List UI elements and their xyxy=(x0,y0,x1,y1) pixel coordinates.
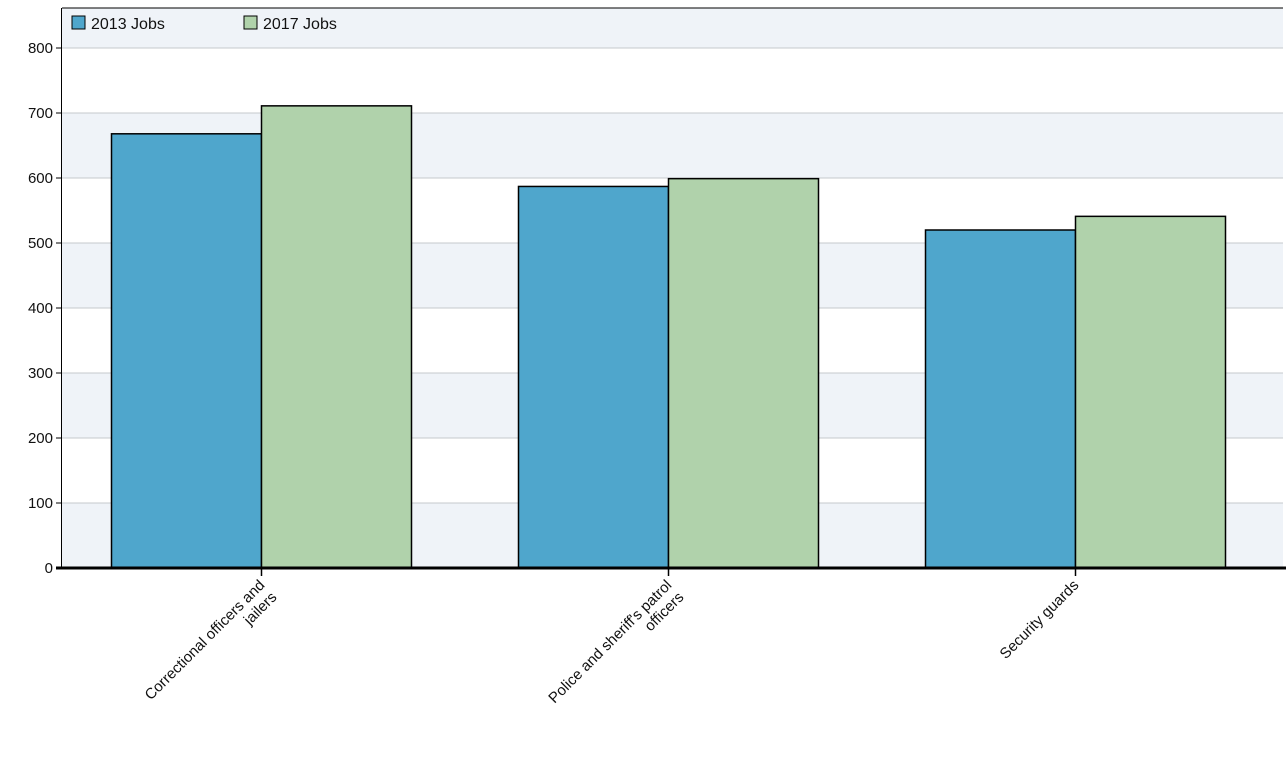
x-category-label-line: Correctional officers and xyxy=(142,577,269,704)
y-tick-label: 600 xyxy=(28,170,53,187)
y-tick-label: 300 xyxy=(28,365,53,382)
band-top xyxy=(62,8,1283,48)
bar xyxy=(517,185,670,569)
y-tick-label: 500 xyxy=(28,235,53,252)
legend-swatch xyxy=(71,15,86,30)
y-tick-label: 400 xyxy=(28,300,53,317)
bars xyxy=(110,105,1227,569)
y-tick-label: 700 xyxy=(28,105,53,122)
x-category-label-line: Security guards xyxy=(997,577,1083,663)
bar xyxy=(110,133,263,569)
bar xyxy=(260,105,413,569)
bar xyxy=(1074,215,1227,569)
bar xyxy=(924,229,1077,569)
legend-label: 2013 Jobs xyxy=(91,16,165,33)
y-axis-ticks: 0 100 200 300 400 500 600 700 800 xyxy=(28,40,62,577)
x-category-label: Security guards xyxy=(997,577,1083,663)
legend-label: 2017 Jobs xyxy=(263,16,337,33)
band xyxy=(62,48,1283,113)
legend: 2013 Jobs 2017 Jobs xyxy=(71,15,337,33)
y-tick-label: 100 xyxy=(28,495,53,512)
legend-swatch xyxy=(243,15,258,30)
y-tick-label: 200 xyxy=(28,430,53,447)
y-tick-label: 0 xyxy=(45,560,53,577)
bar xyxy=(667,177,820,569)
x-category-label-line: Police and sheriff's patrol xyxy=(545,577,675,707)
y-tick-label: 800 xyxy=(28,40,53,57)
axes xyxy=(56,7,1286,576)
